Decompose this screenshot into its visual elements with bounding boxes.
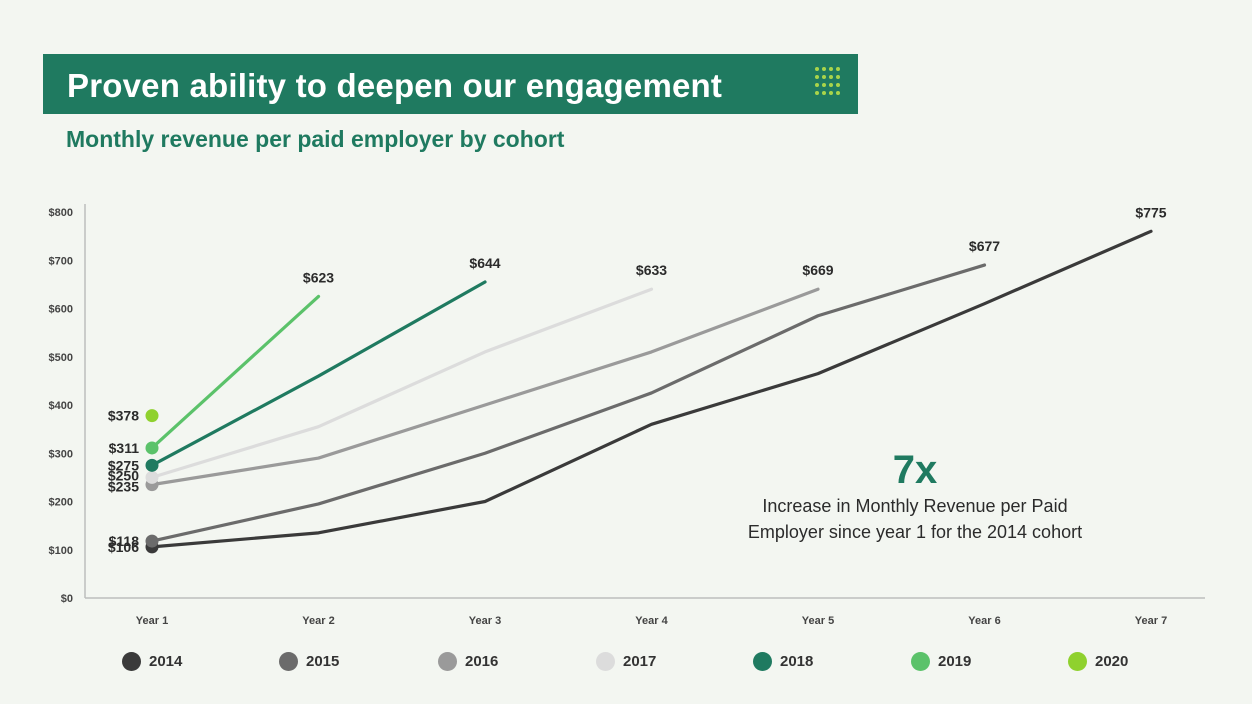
callout: 7x Increase in Monthly Revenue per Paid … — [680, 448, 1150, 544]
series-marker-2020 — [145, 409, 159, 423]
legend-swatch-2020 — [1068, 652, 1087, 671]
x-tick-label: Year 5 — [802, 615, 834, 627]
x-tick-label: Year 1 — [136, 615, 168, 627]
end-label-2018: $644 — [469, 255, 500, 271]
start-label-2016: $235 — [108, 479, 139, 495]
legend-item-2020: 2020 — [1068, 652, 1128, 671]
x-tick-label: Year 3 — [469, 615, 501, 627]
legend-item-2018: 2018 — [753, 652, 813, 671]
y-tick-label: $600 — [49, 304, 73, 316]
legend-label-2015: 2015 — [306, 653, 340, 670]
y-tick-label: $700 — [49, 255, 73, 267]
legend-label-2014: 2014 — [149, 653, 183, 670]
start-label-2020: $378 — [108, 408, 139, 424]
callout-line-2: Employer since year 1 for the 2014 cohor… — [747, 522, 1083, 542]
end-label-2015: $677 — [969, 238, 1000, 254]
start-label-2017: $250 — [108, 467, 139, 483]
legend-swatch-2014 — [122, 652, 141, 671]
start-label-2014: $106 — [108, 539, 139, 555]
legend-swatch-2016 — [438, 652, 457, 671]
callout-line-1: Increase in Monthly Revenue per Paid — [762, 496, 1068, 516]
y-tick-label: $500 — [49, 352, 73, 364]
callout-multiplier: 7x — [892, 448, 938, 492]
chart-subtitle: Monthly revenue per paid employer by coh… — [66, 126, 565, 152]
legend-swatch-2019 — [911, 652, 930, 671]
end-label-2016: $669 — [802, 262, 833, 278]
series-marker-2015 — [145, 534, 159, 548]
y-tick-label: $200 — [49, 497, 73, 509]
legend-swatch-2017 — [596, 652, 615, 671]
series-line-2017 — [150, 287, 654, 479]
legend-item-2014: 2014 — [122, 652, 182, 671]
legend-label-2018: 2018 — [780, 653, 814, 670]
legend-label-2019: 2019 — [938, 653, 972, 670]
legend-item-2016: 2016 — [438, 652, 498, 671]
end-label-2017: $633 — [636, 262, 667, 278]
x-tick-label: Year 4 — [635, 615, 668, 627]
start-label-2015: $118 — [109, 533, 140, 549]
series-line-2015 — [150, 263, 987, 543]
legend-item-2019: 2019 — [911, 652, 971, 671]
end-label-2019: $623 — [303, 269, 334, 285]
chart-legend: 2014 2015 2016 2017 2018 2019 2020 — [0, 652, 1252, 680]
series-line-2014 — [150, 229, 1153, 549]
legend-label-2016: 2016 — [465, 653, 499, 670]
series-line-2019 — [150, 294, 321, 450]
x-tick-label: Year 2 — [302, 615, 334, 627]
series-marker-2018 — [145, 458, 159, 472]
series-marker-2017 — [145, 470, 159, 484]
legend-label-2017: 2017 — [623, 653, 657, 670]
series-marker-2019 — [145, 441, 159, 455]
x-tick-label: Year 6 — [968, 615, 1000, 627]
legend-item-2015: 2015 — [279, 652, 339, 671]
dot-grid-icon — [815, 67, 841, 101]
end-label-2014: $775 — [1135, 204, 1166, 220]
start-label-2018: $275 — [108, 457, 139, 473]
legend-swatch-2018 — [753, 652, 772, 671]
y-tick-label: $400 — [49, 400, 73, 412]
y-tick-label: $100 — [49, 545, 73, 557]
y-tick-label: $300 — [49, 448, 73, 460]
y-tick-label: $0 — [61, 593, 73, 605]
series-line-2016 — [150, 287, 820, 487]
legend-label-2020: 2020 — [1095, 653, 1129, 670]
start-label-2019: $311 — [109, 440, 140, 456]
page-title: Proven ability to deepen our engagement — [67, 67, 723, 104]
legend-swatch-2015 — [279, 652, 298, 671]
x-tick-label: Year 7 — [1135, 615, 1167, 627]
series-line-2018 — [150, 280, 487, 467]
legend-item-2017: 2017 — [596, 652, 656, 671]
title-banner: Proven ability to deepen our engagement — [43, 54, 858, 114]
y-tick-label: $800 — [49, 207, 73, 219]
